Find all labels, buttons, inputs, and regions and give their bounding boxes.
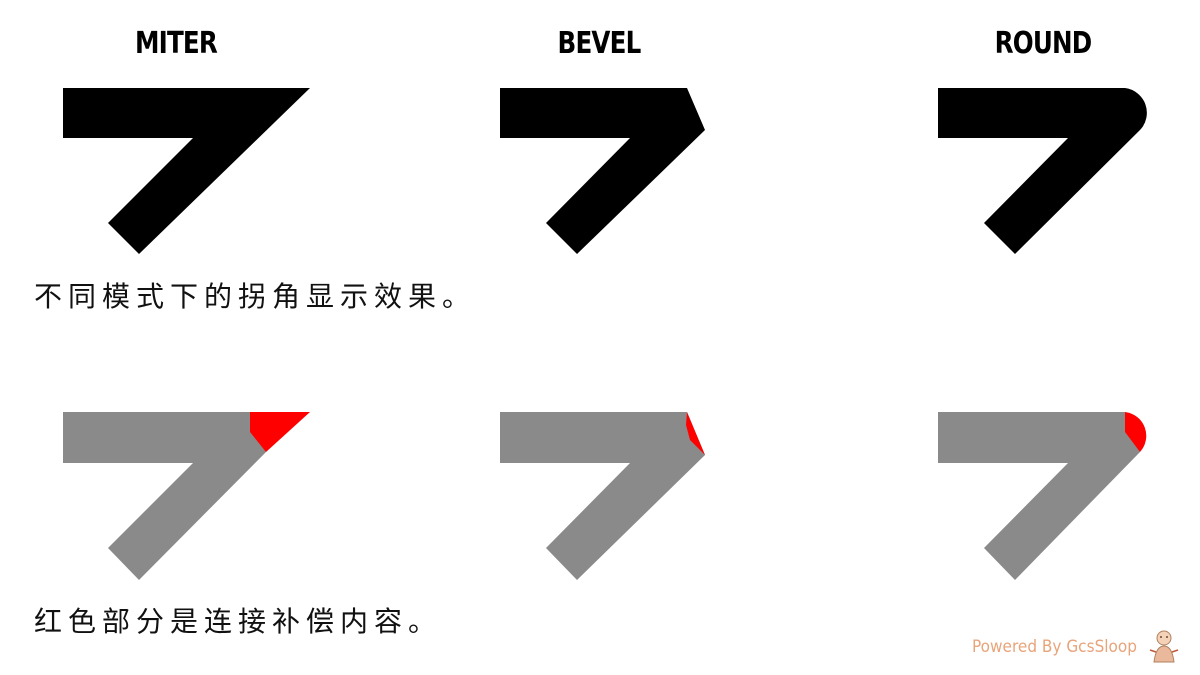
- round-stroke: [938, 88, 1147, 254]
- miter-join-black: [63, 88, 310, 254]
- miter-gray-stroke: [63, 412, 266, 580]
- round-join-gray: [938, 412, 1147, 580]
- miter-compensation: [250, 412, 310, 452]
- caption-bottom: 红色部分是连接补偿内容。: [34, 605, 443, 638]
- bevel-compensation: [686, 412, 705, 455]
- round-compensation: [1125, 412, 1147, 452]
- cartoon-character-logo-icon: [1149, 630, 1179, 663]
- bevel-gray-stroke: [500, 412, 705, 580]
- bevel-title: BEVEL: [557, 26, 642, 61]
- miter-join-gray: [63, 412, 310, 580]
- caption-top: 不同模式下的拐角显示效果。: [34, 280, 477, 313]
- bevel-join-gray: [500, 412, 705, 580]
- round-join-black: [938, 88, 1147, 254]
- miter-stroke: [63, 88, 310, 254]
- round-gray-stroke: [938, 412, 1140, 580]
- bevel-stroke: [500, 88, 705, 254]
- bevel-join-black: [500, 88, 705, 254]
- credit-text: Powered By GcsSloop: [972, 637, 1137, 657]
- round-title: ROUND: [994, 26, 1093, 61]
- miter-title: MITER: [134, 26, 218, 61]
